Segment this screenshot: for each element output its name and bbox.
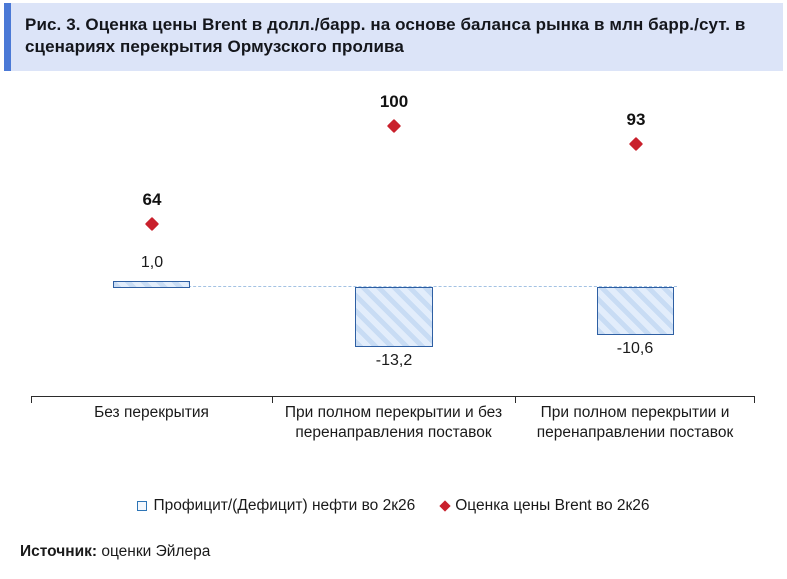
category-label-full-closure-reroute: При полном перекрытии и перенаправлении … (536, 404, 734, 441)
point-value-label: 100 (379, 92, 409, 111)
point-value-label: 64 (142, 190, 162, 209)
x-axis-line (31, 396, 755, 397)
bar-deficit-full-closure-no-reroute (355, 287, 433, 347)
legend-label: Оценка цены Brent во 2к26 (455, 497, 650, 514)
figure-title-text: Рис. 3. Оценка цены Brent в долл./барр. … (25, 15, 746, 56)
axis-tick (31, 396, 32, 403)
bar-deficit-full-closure-reroute (597, 287, 674, 335)
brent-price-diamond-marker (628, 136, 644, 152)
brent-price-diamond-marker (386, 118, 402, 134)
legend-item-brent: Оценка цены Brent во 2к26 (439, 497, 650, 515)
open-square-icon (137, 501, 148, 511)
diamond-icon (439, 500, 451, 512)
legend-item-balance: Профицит/(Дефицит) нефти во 2к26 (137, 497, 415, 515)
bar-value-label: 1,0 (140, 254, 164, 271)
brent-price-diamond-marker (144, 216, 160, 232)
axis-tick (272, 396, 273, 403)
category-label-full-closure-no-reroute: При полном перекрытии и без перенаправле… (284, 404, 503, 441)
chart-area: 1,0 -13,2 -10,6 64 100 93 Без перекрытия… (0, 71, 787, 489)
source-label: Источник: (20, 543, 98, 560)
bar-value-label: -13,2 (375, 352, 413, 369)
point-value-label: 93 (626, 110, 646, 129)
legend-label: Профицит/(Дефицит) нефти во 2к26 (153, 497, 416, 514)
figure-title: Рис. 3. Оценка цены Brent в долл./барр. … (4, 3, 783, 71)
zero-baseline (113, 286, 677, 287)
axis-tick (754, 396, 755, 403)
axis-tick (515, 396, 516, 403)
bar-surplus-no-closure (113, 281, 190, 288)
legend: Профицит/(Дефицит) нефти во 2к26 Оценка … (0, 497, 787, 515)
category-label-no-closure: Без перекрытия (94, 404, 209, 421)
bar-value-label: -10,6 (616, 340, 654, 357)
source-text: оценки Эйлера (101, 543, 211, 560)
source-note: Источник: оценки Эйлера (20, 543, 210, 561)
figure: Рис. 3. Оценка цены Brent в долл./барр. … (0, 3, 787, 579)
